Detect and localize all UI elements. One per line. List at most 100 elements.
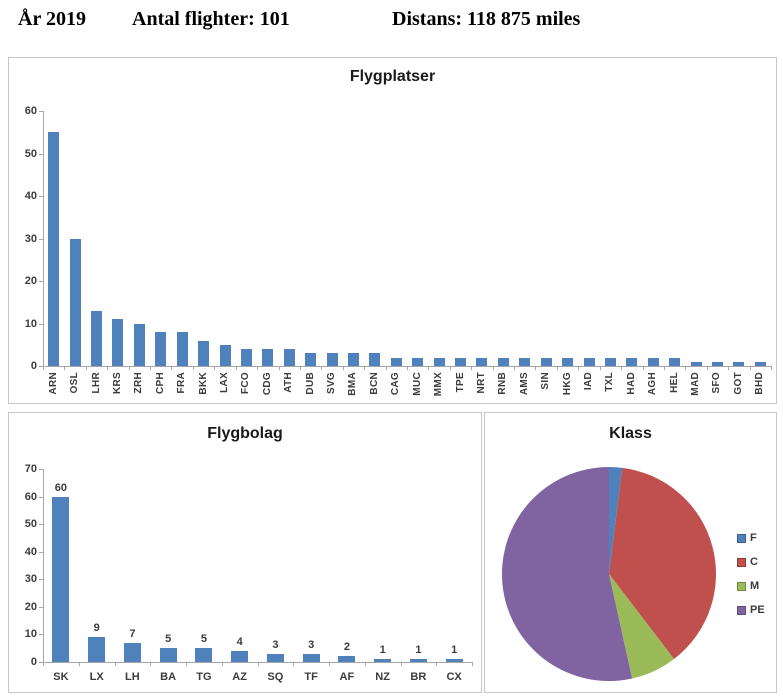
- x-label-IAD: IAD: [583, 372, 594, 391]
- x-tick: [186, 663, 187, 666]
- bar-TPE: [455, 357, 467, 366]
- x-tick: [78, 663, 80, 666]
- x-tick: [278, 367, 280, 370]
- x-label-FCO: FCO: [240, 372, 252, 395]
- y-tick: [39, 366, 43, 367]
- bar-TF: [302, 653, 320, 662]
- x-label-AF: AF: [339, 671, 355, 683]
- y-tick: [39, 551, 43, 553]
- class-chart-panel: Klass F C M PE: [484, 412, 777, 693]
- legend-item-F: F: [737, 532, 765, 544]
- y-tick-label: 60: [24, 105, 37, 117]
- bar-CX: [445, 659, 463, 662]
- x-tick: [257, 663, 259, 666]
- bar-ZRH: [133, 323, 145, 366]
- y-tick-label: 40: [24, 545, 37, 558]
- x-tick: [385, 367, 387, 370]
- y-tick-label: 70: [24, 463, 37, 475]
- bar-TG: [195, 648, 213, 662]
- x-label-AZ: AZ: [232, 671, 247, 683]
- bar-HKG: [562, 357, 574, 366]
- bar-OSL: [69, 238, 81, 366]
- year-label: År 2019: [18, 8, 86, 30]
- x-tick: [214, 367, 216, 370]
- x-label-SVG: SVG: [326, 372, 338, 395]
- x-label-TPE: TPE: [454, 372, 466, 393]
- x-tick: [43, 367, 44, 370]
- x-label-BMA: BMA: [347, 372, 359, 396]
- x-tick: [64, 367, 66, 370]
- x-tick: [43, 663, 44, 666]
- value-label-LX: 9: [93, 622, 100, 635]
- bar-RNB: [497, 357, 509, 366]
- x-tick: [364, 663, 366, 666]
- x-axis-line: [43, 662, 473, 663]
- x-label-TF: TF: [304, 671, 318, 683]
- bar-SFO: [711, 361, 723, 366]
- bar-BMA: [347, 353, 359, 366]
- x-label-RNB: RNB: [497, 372, 509, 395]
- x-tick: [449, 367, 451, 370]
- x-label-NRT: NRT: [475, 372, 487, 394]
- x-tick: [749, 367, 751, 370]
- x-label-HEL: HEL: [668, 372, 680, 393]
- x-axis-line: [43, 366, 772, 367]
- value-label-SK: 60: [54, 481, 67, 494]
- class-pie-chart: [501, 467, 716, 681]
- x-tick: [472, 663, 473, 666]
- y-axis-line: [43, 111, 44, 367]
- bar-SQ: [266, 653, 284, 662]
- airports-chart-panel: Flygplatser 0 10 20 30 40 50 60 ARN OSL LHR KRS ZRH…: [8, 57, 777, 404]
- x-tick: [150, 367, 152, 370]
- x-tick: [85, 367, 87, 370]
- x-tick: [514, 367, 516, 370]
- x-tick: [642, 367, 644, 370]
- x-label-GOT: GOT: [732, 372, 744, 395]
- x-label-SFO: SFO: [711, 372, 723, 394]
- x-label-TXL: TXL: [604, 372, 616, 392]
- bar-CDG: [262, 349, 274, 366]
- x-tick: [471, 367, 473, 370]
- value-label-CX: 1: [451, 644, 458, 657]
- x-label-LAX: LAX: [219, 372, 230, 393]
- y-tick: [39, 111, 43, 112]
- x-label-KRS: KRS: [111, 372, 123, 395]
- pe-swatch-icon: [737, 605, 746, 615]
- x-label-SK: SK: [53, 671, 69, 683]
- x-tick: [114, 663, 116, 666]
- distance-label: Distans: 118 875 miles: [392, 8, 581, 30]
- y-tick: [39, 153, 43, 155]
- m-swatch-icon: [737, 581, 746, 591]
- pie-slice-F: [609, 467, 623, 574]
- x-tick: [436, 663, 438, 666]
- bar-MUC: [412, 357, 424, 366]
- bar-FRA: [176, 332, 188, 366]
- x-label-SQ: SQ: [267, 671, 284, 683]
- bar-KRS: [112, 319, 124, 366]
- y-tick: [39, 323, 43, 325]
- legend-label-F: F: [750, 532, 757, 544]
- y-tick: [39, 281, 43, 282]
- x-label-ATH: ATH: [283, 372, 295, 393]
- value-label-AF: 2: [343, 641, 350, 654]
- x-tick: [329, 663, 330, 666]
- x-label-BCN: BCN: [368, 372, 380, 395]
- x-label-ZRH: ZRH: [133, 372, 145, 394]
- legend-item-C: C: [737, 557, 765, 568]
- x-label-HKG: HKG: [561, 372, 573, 396]
- x-label-BA: BA: [160, 671, 177, 683]
- bar-BCN: [369, 353, 381, 366]
- x-label-DUB: DUB: [304, 372, 316, 395]
- legend-label-M: M: [750, 580, 760, 592]
- value-label-TF: 3: [308, 638, 315, 651]
- x-label-BKK: BKK: [197, 372, 209, 395]
- x-label-LX: LX: [89, 671, 104, 683]
- bar-LAX: [219, 344, 231, 366]
- x-label-LH: LH: [125, 671, 140, 683]
- c-swatch-icon: [737, 557, 746, 567]
- x-label-HAD: HAD: [625, 372, 637, 395]
- x-label-NZ: NZ: [375, 671, 390, 683]
- x-tick: [535, 367, 537, 370]
- y-tick: [39, 662, 43, 663]
- bar-NZ: [374, 659, 392, 662]
